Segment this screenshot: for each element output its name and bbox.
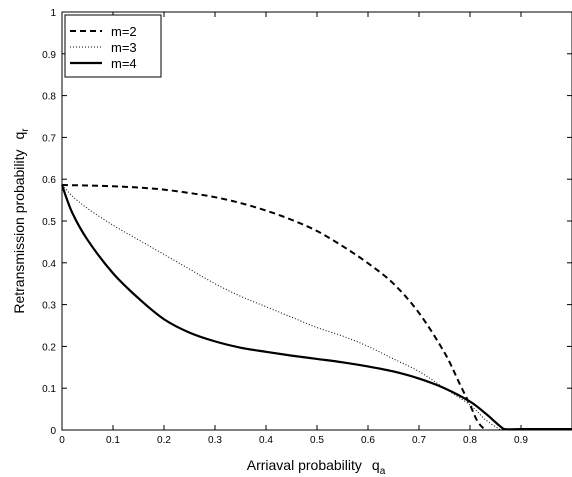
y-axis-label-text: Retransmission probability [11, 149, 27, 313]
x-axis-label-sub: a [380, 466, 386, 477]
y-tick-label: 0.8 [42, 92, 56, 103]
x-tick-label: 0 [59, 435, 65, 446]
series-line-m2 [61, 184, 487, 431]
x-tick-label: 0.5 [310, 435, 324, 446]
legend: m=2 m=3 m=4 [64, 14, 162, 78]
legend-label-m2: m=2 [111, 24, 137, 39]
y-tick-label: 0.7 [42, 133, 56, 144]
x-tick-label: 0.7 [412, 435, 426, 446]
x-tick-label: 0.3 [208, 435, 222, 446]
y-axis-label: Retransmission probability qr [11, 128, 31, 314]
series-line-m3 [61, 184, 501, 431]
y-tick-label: 0 [50, 426, 56, 437]
x-axis-label-symbol: q [372, 457, 380, 473]
x-axis-label-text: Arriaval probability [247, 457, 362, 473]
x-tick-label: 0.4 [259, 435, 273, 446]
y-tick-label: 0.2 [42, 342, 56, 353]
y-tick-label: 0.3 [42, 301, 56, 312]
x-axis-label: Arriaval probability qa [247, 457, 386, 477]
x-tick-label: 0.8 [463, 435, 477, 446]
y-axis-label-symbol: q [11, 132, 27, 140]
legend-label-m3: m=3 [111, 40, 137, 55]
y-axis-label-sub: r [20, 128, 31, 132]
y-tick-label: 0.5 [42, 217, 56, 228]
y-tick-label: 0.6 [42, 175, 56, 186]
x-tick-label: 0.9 [514, 435, 528, 446]
y-tick-label: 0.4 [42, 259, 56, 270]
curves [60, 184, 572, 431]
ticks: 0 0.1 0.2 0.3 0.4 0.5 0.6 0.7 0.8 0.9 0 0.1 0.2 0.3 0.… [42, 8, 572, 446]
x-tick-label: 0.2 [157, 435, 171, 446]
plot-area [62, 12, 572, 430]
legend-label-m4: m=4 [111, 56, 137, 71]
series-line-m4 [60, 184, 572, 431]
y-tick-label: 0.9 [42, 50, 56, 61]
x-tick-label: 0.6 [361, 435, 375, 446]
y-tick-label: 0.1 [42, 384, 56, 395]
y-tick-label: 1 [50, 8, 56, 19]
legend-box [64, 14, 162, 78]
x-tick-label: 0.1 [106, 435, 120, 446]
